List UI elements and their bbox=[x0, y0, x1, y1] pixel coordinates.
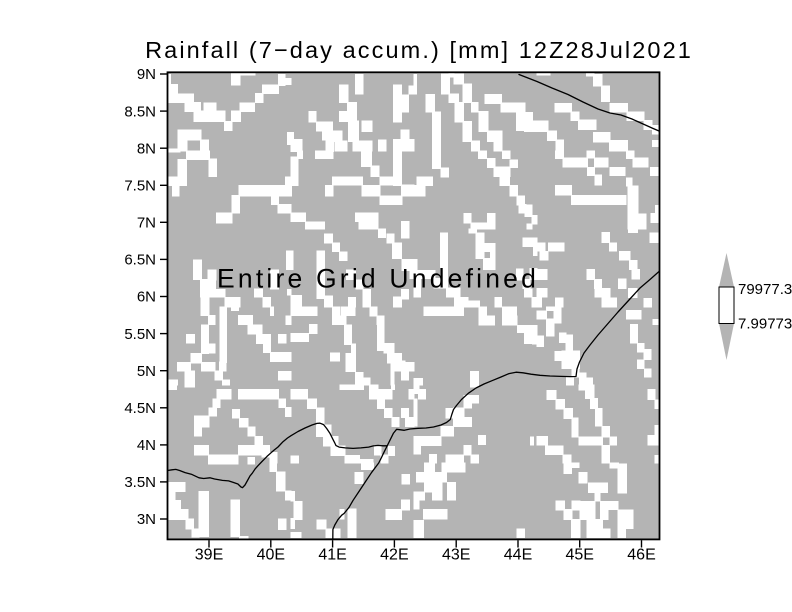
svg-text:6.5N: 6.5N bbox=[124, 252, 156, 269]
svg-text:6N: 6N bbox=[137, 289, 156, 306]
svg-text:4N: 4N bbox=[137, 437, 156, 454]
svg-text:42E: 42E bbox=[380, 547, 408, 564]
svg-text:79977.3: 79977.3 bbox=[738, 281, 792, 298]
svg-text:41E: 41E bbox=[318, 547, 346, 564]
svg-text:7.5N: 7.5N bbox=[124, 178, 156, 195]
svg-text:7.99773: 7.99773 bbox=[738, 316, 792, 333]
svg-text:8.5N: 8.5N bbox=[124, 103, 156, 120]
svg-text:44E: 44E bbox=[504, 547, 532, 564]
svg-text:3.5N: 3.5N bbox=[124, 474, 156, 491]
svg-text:4.5N: 4.5N bbox=[124, 400, 156, 417]
svg-text:8N: 8N bbox=[137, 140, 156, 157]
svg-text:7N: 7N bbox=[137, 215, 156, 232]
svg-text:40E: 40E bbox=[257, 547, 285, 564]
svg-text:9N: 9N bbox=[137, 66, 156, 83]
svg-text:Rainfall (7−day accum.) [mm] 1: Rainfall (7−day accum.) [mm] 12Z28Jul202… bbox=[145, 37, 693, 63]
svg-text:Entire Grid Undefined: Entire Grid Undefined bbox=[217, 264, 539, 294]
svg-text:5N: 5N bbox=[137, 363, 156, 380]
svg-text:46E: 46E bbox=[627, 547, 655, 564]
svg-text:39E: 39E bbox=[195, 547, 223, 564]
svg-text:5.5N: 5.5N bbox=[124, 326, 156, 343]
svg-text:43E: 43E bbox=[442, 547, 470, 564]
svg-text:3N: 3N bbox=[137, 511, 156, 528]
svg-text:45E: 45E bbox=[565, 547, 593, 564]
